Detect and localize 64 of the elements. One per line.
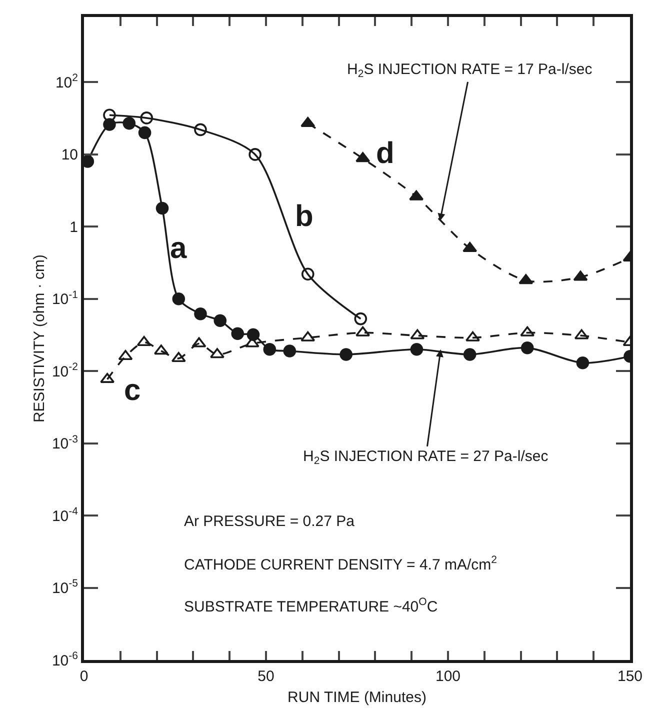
point [518,274,534,284]
series-label: b [295,200,314,233]
point [122,116,136,130]
point [248,148,262,161]
point [246,328,260,342]
point [194,307,207,320]
annotation: H$_{2}$S INJECTION RATE = 17 Pa-l/sec [347,61,593,80]
point [356,326,370,336]
point [154,344,168,355]
point [520,341,534,354]
annotation: Ar PRESSURE = 0.27 Pa [184,513,356,530]
y-axis-title: RESISTIVITY (ohm · cm) [31,254,48,423]
point [136,336,152,346]
point [214,314,227,328]
annotation: H$_{2}$S INJECTION RATE = 27 Pa-l/sec [303,448,549,468]
point [576,356,590,370]
point [194,123,207,136]
point [410,329,425,340]
x-tick-label: 0 [80,668,88,685]
y-tick-label: 10$^{-4}$ [52,506,78,525]
point [156,202,169,215]
annotation: SUBSTRATE TEMPERATURE ~40$^{O}$C [184,596,438,616]
point [231,327,244,340]
point [171,352,186,362]
point [409,190,424,200]
x-axis-title: RUN TIME (Minutes) [288,689,426,706]
point [300,116,316,127]
point [410,342,424,356]
point [466,331,480,342]
point [340,348,352,361]
point [192,337,206,348]
x-tick-label: 150 [617,668,643,685]
point [172,292,186,306]
y-tick-label: 10$^{-6}$ [52,650,78,670]
x-tick-label: 100 [435,668,461,685]
point [118,350,133,360]
y-tick-label: 10$^{-2}$ [52,361,78,380]
point [574,329,589,340]
point [100,372,115,383]
point [354,312,368,326]
point [283,344,296,358]
point [301,268,314,281]
point [263,342,276,356]
series-label: a [170,232,187,265]
series-label: d [376,137,394,170]
point [138,126,152,140]
point [356,152,370,162]
point [210,348,224,358]
point [140,112,154,124]
point [520,326,535,336]
annotation: CATHODE CURRENT DENSITY = 4.7 mA/cm$^{2}$ [184,554,498,574]
y-tick-label: 10$^{-5}$ [52,578,78,598]
y-tick-label: 10$^{-3}$ [52,433,78,453]
y-tick-label: 10$^{2}$ [55,72,78,92]
series-label: c [124,374,141,407]
y-tick-label: 10$^{-1}$ [52,288,78,308]
point [573,270,588,281]
y-tick-label: 10 [61,146,78,164]
point [462,242,478,252]
point [103,108,116,122]
y-tick-label: 1 [70,218,78,236]
x-tick-label: 50 [258,668,274,685]
point [300,331,316,342]
point [463,348,476,361]
